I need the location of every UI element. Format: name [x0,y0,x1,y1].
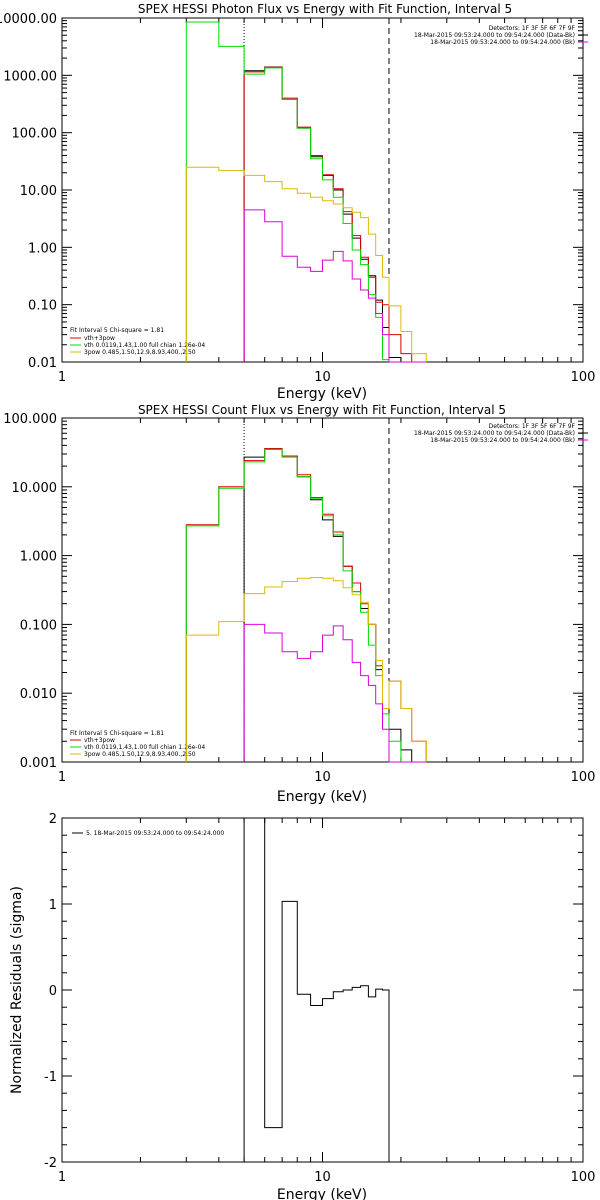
residuals-x-tick-label: 100 [571,1170,596,1185]
count-info-data-bk: 18-Mar-2015 09:53:24.000 to 09:54:24.000… [414,430,575,437]
count-x-axis-label: Energy (keV) [277,789,367,805]
photon-y-tick-label: 100.00 [12,127,58,142]
photon-flux-panel: SPEX HESSI Photon Flux vs Energy with Fi… [0,2,595,402]
residuals-panel: 5. 18-Mar-2015 09:53:24.000 to 09:54:24.… [9,812,595,1200]
photon-y-tick-label: 1000.00 [3,69,57,84]
residuals-y-tick-label: 1 [49,898,57,913]
count-plot-marks: 1 10 100 0.001 0.010 0.100 1.000 10.000 100.000 [3,412,595,785]
photon-x-tick-label: 100 [571,370,596,385]
photon-x-axis-label: Energy (keV) [277,386,367,402]
residuals-x-axis-label: Energy (keV) [277,1187,367,1200]
residuals-y-tick-label: 2 [49,812,57,827]
residuals-series-5-18-mar-2015-09-53-24-000-to-09-54-24-000 [243,817,390,1162]
count-series-vth [185,448,427,763]
count-y-tick-label: 100.000 [3,412,57,427]
photon-series-bk [243,209,427,363]
count-chart-title: SPEX HESSI Count Flux vs Energy with Fit… [138,403,506,417]
residuals-legend-entry: 5. 18-Mar-2015 09:53:24.000 to 09:54:24.… [86,830,224,837]
photon-series-vth [185,21,427,363]
count-plot-frame [61,417,584,763]
photon-legend-entry-2: vth 0.0119,1.43,1.00 full chian 1.26e-04 [84,342,205,349]
count-series-bk [243,623,427,763]
count-x-tick-label: 10 [314,770,331,785]
photon-info-bk: 18-Mar-2015 09:53:24.000 to 09:54:24.000… [430,39,575,46]
photon-series-data-bk [243,66,427,363]
count-x-tick-label: 100 [571,770,596,785]
count-y-tick-label: 0.001 [20,756,57,771]
count-info-bk: 18-Mar-2015 09:53:24.000 to 09:54:24.000… [430,437,575,444]
residuals-plot-marks: 1 10 100 -2 -1 0 1 2 [44,812,595,1185]
count-x-tick-label: 1 [58,770,66,785]
photon-series-vth-3pow [243,66,427,363]
count-series-data-bk [243,448,427,763]
photon-legend-title: Fit Interval 5 Chi-square = 1.81 [70,327,164,334]
residuals-plot-frame [61,817,584,1163]
photon-legend-entry-1: vth+3pow [84,335,115,342]
count-y-tick-label: 1.000 [20,550,57,565]
count-series-3pow [185,577,427,762]
residuals-y-tick-label: 0 [49,984,57,999]
count-series-vth-3pow [185,448,427,762]
photon-plot-frame [61,17,584,363]
count-y-tick-label: 0.010 [20,687,57,702]
photon-info-data-bk: 18-Mar-2015 09:53:24.000 to 09:54:24.000… [414,32,575,39]
photon-chart-title: SPEX HESSI Photon Flux vs Energy with Fi… [138,2,512,16]
residuals-y-tick-label: -2 [44,1156,57,1171]
photon-y-tick-label: 0.01 [28,356,57,371]
residuals-y-axis-label: Normalized Residuals (sigma) [9,886,25,1094]
photon-series-3pow [185,166,427,362]
count-y-tick-label: 10.000 [12,481,58,496]
photon-y-tick-label: 1.00 [28,241,57,256]
photon-y-tick-label: 10000.00 [0,12,57,27]
photon-y-tick-label: 10.00 [20,184,57,199]
photon-legend-entry-3: 3pow 0.485,1.50,12.9,8.93,400.,2.50 [84,349,196,356]
photon-x-tick-label: 10 [314,370,331,385]
residuals-x-tick-label: 1 [58,1170,66,1185]
count-y-tick-label: 0.100 [20,618,57,633]
count-legend-entry-3: 3pow 0.485,1.50,12.9,8.93,400.,2.50 [84,751,196,758]
photon-y-tick-label: 0.10 [28,299,57,314]
count-legend-entry-2: vth 0.0119,1.43,1.00 full chian 1.26e-04 [84,744,205,751]
count-info-detectors: Detectors: 1F 3F 5F 6F 7F 9F [489,423,576,430]
count-legend-entry-1: vth+3pow [84,737,115,744]
photon-x-tick-label: 1 [58,370,66,385]
photon-plot-marks: 1 10 100 0.01 0.10 1.00 10.00 100.00 1000.00 1000… [0,12,595,385]
residuals-y-tick-label: -1 [44,1070,57,1085]
photon-info-detectors: Detectors: 1F 3F 5F 6F 7F 9F [489,25,576,32]
residuals-x-tick-label: 10 [314,1170,331,1185]
count-legend-title: Fit Interval 5 Chi-square = 1.81 [70,730,164,737]
count-flux-panel: SPEX HESSI Count Flux vs Energy with Fit… [3,403,595,805]
